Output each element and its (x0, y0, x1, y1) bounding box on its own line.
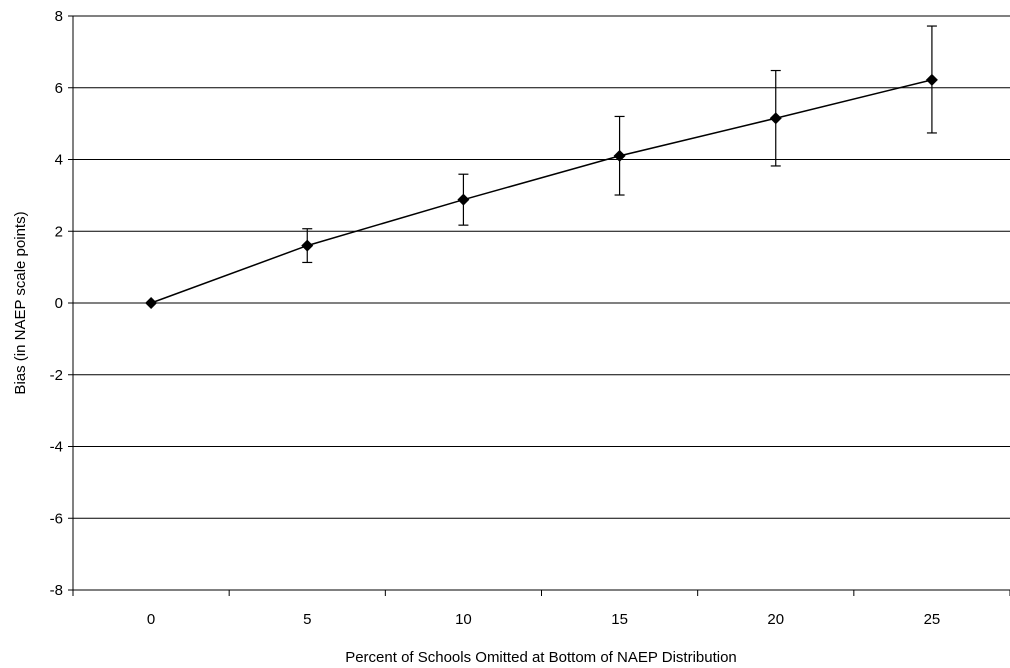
y-axis-ticks: 8 6 4 2 0 -2 -4 -6 -8 (50, 8, 73, 599)
x-tick-label: 20 (767, 611, 784, 628)
y-tick-label: 4 (55, 152, 63, 169)
y-axis-title: Bias (in NAEP scale points) (12, 211, 29, 394)
error-bars (302, 25, 937, 264)
y-tick-label: 2 (55, 223, 63, 240)
y-tick-label: 6 (55, 80, 63, 97)
y-tick-label: -6 (50, 510, 63, 527)
data-point (457, 193, 470, 206)
data-point (145, 297, 158, 309)
data-markers (145, 73, 938, 309)
x-tick-label: 5 (303, 611, 311, 628)
y-tick-label: 0 (55, 295, 63, 312)
series-lines (150, 79, 933, 304)
x-tick-label: 15 (611, 611, 628, 628)
data-point (769, 112, 782, 125)
y-tick-label: -4 (50, 439, 63, 456)
data-point (613, 149, 626, 162)
y-tick-label: -2 (50, 367, 63, 384)
x-tick-label: 25 (924, 611, 941, 628)
x-axis-title: Percent of Schools Omitted at Bottom of … (345, 649, 737, 666)
x-tick-label: 10 (455, 611, 472, 628)
data-point (925, 73, 938, 86)
series-line (150, 79, 933, 304)
y-tick-label: 8 (55, 8, 63, 25)
y-tick-label: -8 (50, 582, 63, 599)
x-tick-label: 0 (147, 611, 155, 628)
gridlines (73, 15, 1010, 519)
x-axis-ticks: 0 5 10 15 20 25 (72, 590, 1010, 628)
data-point (301, 239, 314, 252)
